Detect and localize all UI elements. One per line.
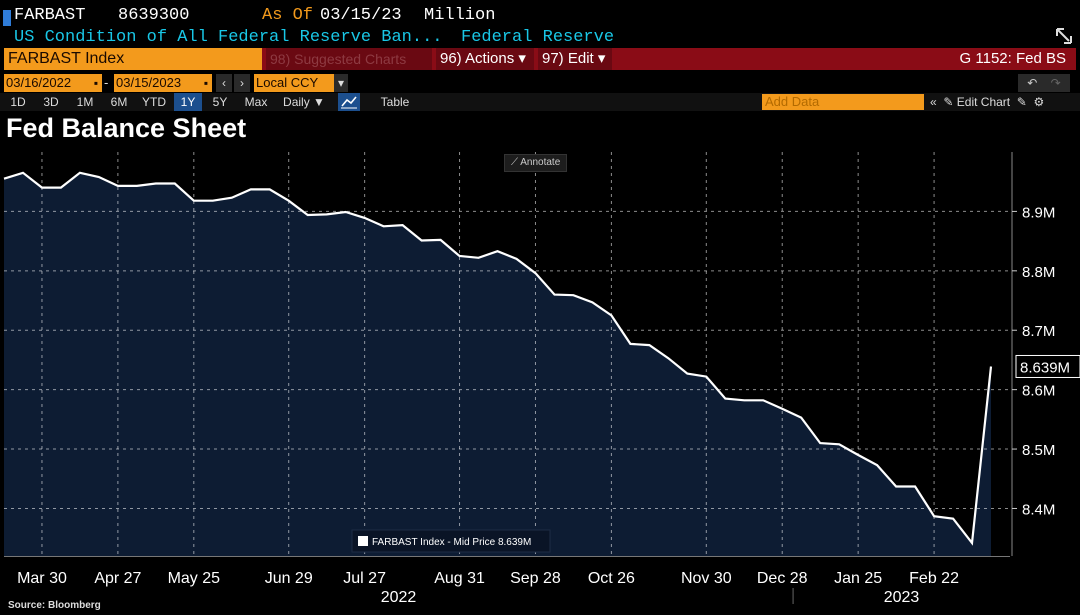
- start-date-input[interactable]: 03/16/2022: [4, 74, 90, 92]
- settings-icon[interactable]: ⚙: [1033, 95, 1045, 109]
- y-tick-label: 8.5M: [1022, 442, 1055, 459]
- annotate-icon: ⟋: [511, 157, 518, 168]
- as-of-date: 03/15/23: [320, 6, 402, 25]
- x-tick-label: Jul 27: [343, 570, 386, 587]
- actions-menu[interactable]: 96) Actions ▾: [436, 48, 534, 70]
- annotate-label: Annotate: [520, 157, 561, 168]
- period-bar: 1D 3D 1M 6M YTD 1Y 5Y Max Daily ▼ Table …: [0, 93, 1080, 111]
- chevron-right-icon[interactable]: ›: [234, 74, 250, 92]
- period-ytd[interactable]: YTD: [142, 95, 166, 109]
- x-tick-label: Sep 28: [510, 570, 561, 587]
- period-6m[interactable]: 6M: [110, 95, 128, 109]
- undo-redo-group: ↶ ↷: [1018, 74, 1070, 92]
- y-tick-label: 8.9M: [1022, 204, 1055, 221]
- edit-chart-group: « ✎ Edit Chart ✎ ⚙: [930, 93, 1044, 111]
- security-description-row: US Condition of All Federal Reserve Ban.…: [0, 26, 1080, 48]
- security-header: FARBAST 8639300 As Of 03/15/23 Million: [0, 4, 1080, 26]
- double-chevron-left-icon[interactable]: «: [930, 95, 937, 109]
- period-1m[interactable]: 1M: [76, 95, 94, 109]
- redo-icon[interactable]: ↷: [1050, 76, 1061, 90]
- annotate-button[interactable]: ⟋ Annotate: [504, 154, 568, 172]
- ticker: FARBAST: [14, 6, 86, 25]
- y-tick-label: 8.6M: [1022, 383, 1055, 400]
- area-fill: [4, 172, 991, 557]
- x-tick-label: Mar 30: [17, 570, 67, 587]
- unit-label: Million: [424, 6, 496, 25]
- currency-select[interactable]: Local CCY: [254, 74, 334, 92]
- dropdown-icon[interactable]: ▾: [334, 74, 348, 92]
- page-label: G 1152: Fed BS: [959, 50, 1066, 67]
- edit-chart-button[interactable]: Edit Chart: [956, 95, 1011, 109]
- period-1d[interactable]: 1D: [10, 95, 26, 109]
- expand-icon[interactable]: [1054, 26, 1074, 46]
- period-1y[interactable]: 1Y: [174, 93, 202, 111]
- function-bar: FARBAST Index 98) Suggested Charts 96) A…: [4, 48, 1076, 70]
- x-tick-label: Jun 29: [265, 570, 313, 587]
- y-tick-label: 8.8M: [1022, 264, 1055, 281]
- chart-title: Fed Balance Sheet: [6, 113, 247, 143]
- legend-box: [351, 529, 551, 553]
- x-tick-label: Feb 22: [909, 570, 959, 587]
- last-value-box: [1015, 354, 1080, 378]
- add-data-input[interactable]: Add Data: [762, 94, 924, 110]
- edit-icon[interactable]: ✎: [1016, 95, 1027, 109]
- x-tick-label: Jan 25: [834, 570, 882, 587]
- as-of-label: As Of: [262, 6, 314, 25]
- period-5y[interactable]: 5Y: [212, 95, 228, 109]
- ticker-value: 8639300: [118, 6, 190, 25]
- security-description: US Condition of All Federal Reserve Ban.…: [14, 28, 443, 47]
- series-line: [3, 171, 993, 546]
- table-button[interactable]: Table: [380, 95, 410, 109]
- calendar-icon[interactable]: ▪: [90, 74, 102, 92]
- y-tick-label: 8.7M: [1022, 323, 1055, 340]
- pencil-icon: ✎: [943, 95, 954, 109]
- balance-sheet-chart: 8.4M 8.5M 8.6M 8.7M 8.8M 8.9M 8.639M Mar 30 Apr …: [3, 152, 1080, 606]
- y-tick-label: 8.4M: [1022, 501, 1055, 518]
- calendar-icon[interactable]: ▪: [200, 74, 212, 92]
- cursor-bar: [3, 10, 11, 26]
- source-name: Federal Reserve: [461, 28, 615, 47]
- x-tick-label: Oct 26: [588, 570, 635, 587]
- legend-label: FARBAST Index - Mid Price 8.639M: [372, 537, 531, 548]
- x-tick-label: Aug 31: [434, 570, 485, 587]
- date-separator: -: [104, 75, 109, 90]
- line-chart-icon[interactable]: [338, 93, 360, 111]
- undo-icon[interactable]: ↶: [1027, 76, 1038, 90]
- edit-menu[interactable]: 97) Edit ▾: [538, 48, 612, 70]
- suggested-charts-button[interactable]: 98) Suggested Charts: [266, 48, 432, 70]
- index-field[interactable]: FARBAST Index: [4, 48, 262, 70]
- x-tick-label: Dec 28: [757, 570, 808, 587]
- x-tick-label: Apr 27: [94, 570, 141, 587]
- chevron-left-icon[interactable]: ‹: [216, 74, 232, 92]
- end-date-input[interactable]: 03/15/2023: [114, 74, 200, 92]
- x-tick-label: May 25: [168, 570, 221, 587]
- period-3d[interactable]: 3D: [43, 95, 59, 109]
- period-max[interactable]: Max: [244, 95, 268, 109]
- x-tick-label: Nov 30: [681, 570, 732, 587]
- frequency-select[interactable]: Daily ▼: [283, 95, 325, 109]
- legend-swatch: [358, 536, 368, 546]
- year-label: 2022: [381, 589, 417, 606]
- year-label: 2023: [884, 589, 920, 606]
- source-label: Source: Bloomberg: [8, 600, 101, 611]
- last-value-label: 8.639M: [1020, 359, 1070, 376]
